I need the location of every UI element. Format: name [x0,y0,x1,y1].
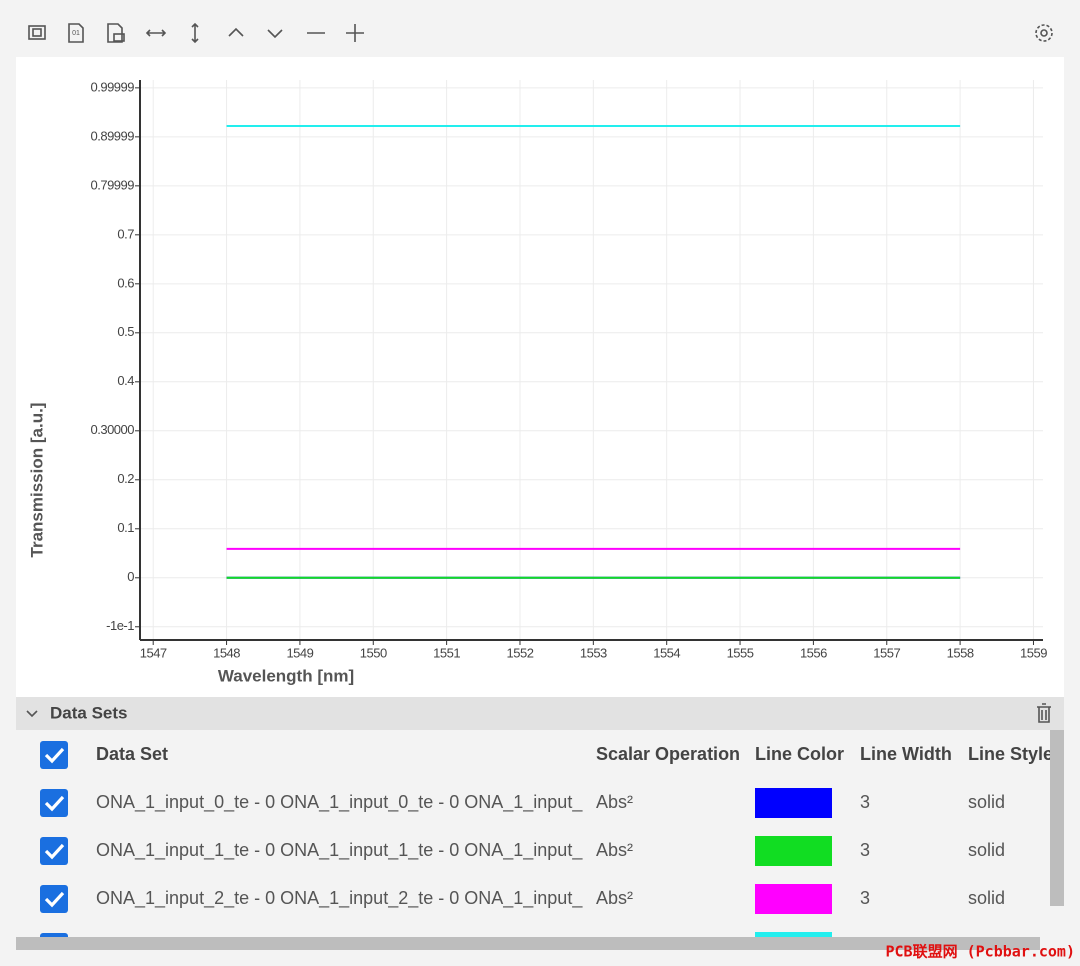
data-set-name: ONA_1_input_0_te - 0 ONA_1_input_0_te - … [96,792,583,813]
x-tick-label: 1553 [580,645,607,660]
delete-button[interactable] [1037,703,1051,723]
panel-title: Data Sets [50,703,127,722]
toolbar: 01 [28,22,1053,44]
data-sets-header[interactable] [16,697,1064,730]
y-tick-label: 0.89999 [91,128,135,143]
fit-button[interactable] [28,25,46,40]
column-header: Scalar Operation [596,744,740,764]
checkbox-box[interactable] [40,741,68,769]
line-style[interactable]: solid [968,792,1005,812]
svg-text:01: 01 [72,30,80,37]
color-swatch[interactable] [755,836,832,866]
watermark: PCB联盟网 (Pcbbar.com) [886,943,1076,961]
checkbox-check[interactable] [44,747,65,764]
checkbox[interactable] [40,885,68,913]
color-swatch[interactable] [755,884,832,914]
x-tick-label: 1556 [800,645,827,660]
vertical-scrollbar[interactable] [1050,730,1064,906]
stretch-y-button[interactable] [191,22,199,44]
x-tick-label: 1547 [140,645,167,660]
checkbox[interactable] [40,789,68,817]
data-sets-table: Data Set Scalar Operation Line Color Line W… [40,741,1053,962]
checkbox-check[interactable] [44,891,65,908]
horizontal-scrollbar[interactable] [16,937,1040,950]
checkbox[interactable] [40,933,68,961]
x-tick-label: 1551 [433,645,460,660]
x-tick-label: 1557 [873,645,900,660]
y-tick-label: 0.1 [117,520,134,535]
y-tick-label: 0.6 [117,275,134,290]
y-axis-label: Transmission [a.u.] [27,403,46,558]
x-tick-label: 1559 [1020,645,1047,660]
column-header: Data Set [96,744,168,764]
y-tick-label: 0.5 [117,324,134,339]
data-set-name: ONA_1_input_1_te - 0 ONA_1_input_1_te - … [96,840,583,861]
line-width[interactable]: 3 [860,792,870,812]
color-swatch[interactable] [755,932,832,962]
scalar-operation[interactable]: Abs² [596,792,633,812]
export-data-button[interactable]: 01 [68,23,84,43]
down-button[interactable] [267,29,283,39]
x-tick-label: 1554 [653,645,680,660]
checkbox-check[interactable] [44,843,65,860]
column-header: Line Width [860,744,952,764]
column-header: Line Style [968,744,1053,764]
collapse-icon[interactable] [26,710,38,718]
y-tick-label: 0.30000 [91,422,135,437]
y-tick-label: 0 [127,569,134,584]
scalar-operation[interactable]: Abs² [596,888,633,908]
y-tick-label: 0.4 [117,373,134,388]
up-button[interactable] [228,27,244,37]
checkbox[interactable] [40,741,68,769]
data-set-name: ONA_1_input_2_te - 0 ONA_1_input_2_te - … [96,888,583,909]
plot-panel [16,57,1064,697]
checkbox-box[interactable] [40,885,68,913]
x-tick-label: 1548 [213,645,240,660]
checkbox-box[interactable] [40,837,68,865]
line-style[interactable]: solid [968,888,1005,908]
line-style[interactable]: solid [968,840,1005,860]
export-image-button[interactable] [107,23,125,43]
y-tick-label: 0.99999 [91,79,135,94]
stretch-x-button[interactable] [145,29,167,37]
column-header: Line Color [755,744,844,764]
x-tick-label: 1558 [947,645,974,660]
scalar-operation[interactable]: Abs² [596,840,633,860]
x-tick-label: 1550 [360,645,387,660]
checkbox-box[interactable] [40,789,68,817]
y-tick-label: 0.2 [117,471,134,486]
line-width[interactable]: 3 [860,840,870,860]
x-tick-label: 1552 [507,645,534,660]
settings-button[interactable] [1035,24,1053,42]
x-axis-label: Wavelength [nm] [218,666,354,685]
checkbox-check[interactable] [44,795,65,812]
line-width[interactable]: 3 [860,888,870,908]
checkbox[interactable] [40,837,68,865]
x-tick-label: 1549 [286,645,313,660]
checkbox-box[interactable] [40,933,68,961]
plot: 1547 1548 1549 1550 1551 1552 1553 1554 1555 1556… [91,79,1048,660]
y-tick-label: -1e-1 [106,618,134,633]
color-swatch[interactable] [755,788,832,818]
y-tick-label: 0.79999 [91,177,135,192]
y-tick-label: 0.7 [117,226,134,241]
x-tick-label: 1555 [727,645,754,660]
zoom-in-button[interactable] [346,24,364,42]
